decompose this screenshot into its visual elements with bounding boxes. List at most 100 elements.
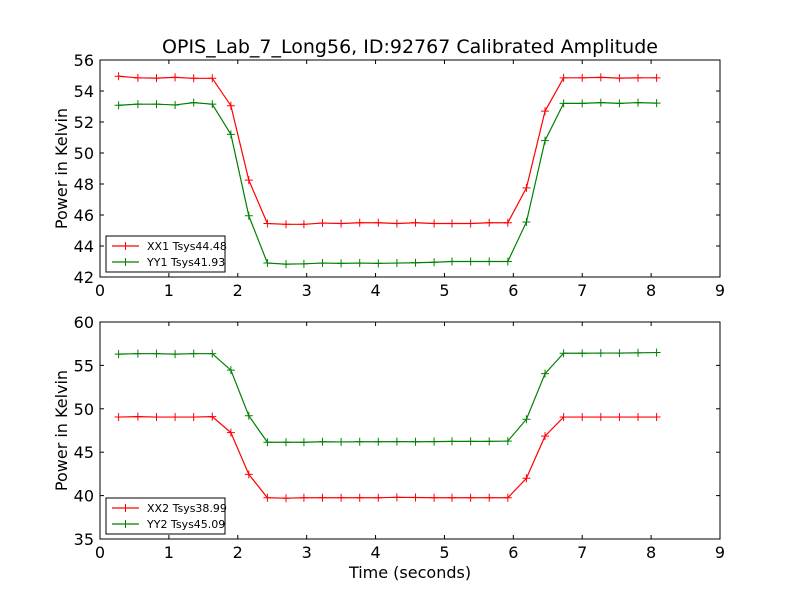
x-tick-label: 1 — [164, 281, 174, 300]
data-point — [171, 413, 180, 422]
data-point — [652, 73, 661, 82]
data-point — [578, 413, 587, 422]
legend-label: YY2 Tsys45.09 — [146, 518, 225, 531]
data-point — [634, 98, 643, 107]
data-point — [374, 493, 383, 502]
data-point — [355, 259, 364, 268]
y-tick-label: 60 — [74, 313, 94, 332]
data-point — [282, 494, 290, 503]
data-point — [337, 219, 346, 228]
data-point — [171, 73, 180, 82]
data-point — [596, 73, 605, 82]
data-point — [503, 257, 512, 266]
y-tick-label: 55 — [74, 356, 94, 375]
x-tick-label: 8 — [646, 281, 656, 300]
x-tick-label: 7 — [577, 281, 587, 300]
x-tick-label: 3 — [302, 281, 312, 300]
data-point — [559, 73, 568, 82]
y-tick-label: 52 — [74, 113, 94, 132]
data-point — [318, 493, 327, 502]
legend-label: XX2 Tsys38.99 — [147, 502, 227, 515]
data-point — [411, 218, 420, 227]
x-axis-label: Time (seconds) — [348, 563, 471, 582]
data-point — [485, 493, 494, 502]
legend-label: XX1 Tsys44.48 — [147, 240, 227, 253]
y-axis-label: Power in Kelvin — [52, 108, 71, 229]
data-point — [189, 98, 198, 107]
data-point — [189, 413, 198, 422]
data-point — [226, 428, 235, 437]
x-tick-label: 1 — [164, 543, 174, 562]
data-point — [615, 99, 624, 108]
data-point — [374, 218, 383, 227]
x-tick-label: 9 — [715, 543, 725, 562]
data-point — [634, 73, 643, 82]
data-point — [503, 493, 512, 502]
data-point — [226, 366, 235, 375]
data-point — [392, 219, 401, 228]
data-point — [652, 99, 661, 108]
data-point — [448, 219, 457, 228]
data-point — [263, 259, 272, 268]
data-point — [392, 437, 401, 446]
data-point — [522, 415, 531, 424]
data-point — [652, 348, 661, 357]
data-point — [133, 349, 142, 358]
data-point — [299, 220, 308, 229]
data-point — [615, 74, 624, 83]
data-point — [448, 437, 457, 446]
data-point — [485, 437, 494, 446]
data-point — [152, 413, 161, 422]
data-point — [596, 349, 605, 358]
data-point — [559, 99, 568, 108]
data-point — [282, 220, 290, 229]
data-point — [559, 413, 568, 422]
x-tick-label: 3 — [302, 543, 312, 562]
data-point — [430, 258, 439, 267]
data-point — [282, 260, 290, 269]
legend-marker — [121, 504, 130, 512]
data-point — [208, 100, 217, 109]
legend-marker — [121, 242, 130, 250]
data-point — [133, 73, 142, 82]
data-point — [318, 259, 327, 268]
data-point — [299, 438, 308, 447]
data-point — [430, 219, 439, 228]
x-tick-label: 2 — [233, 281, 243, 300]
data-point — [244, 176, 253, 185]
legend-marker — [121, 520, 130, 528]
data-point — [318, 437, 327, 446]
data-point — [466, 219, 475, 228]
data-point — [355, 493, 364, 502]
y-tick-label: 46 — [74, 206, 94, 225]
data-point — [282, 438, 290, 447]
y-tick-label: 50 — [74, 400, 94, 419]
x-tick-label: 2 — [233, 543, 243, 562]
data-point — [114, 413, 123, 422]
data-point — [114, 72, 123, 81]
data-point — [318, 219, 327, 228]
data-point — [263, 493, 272, 502]
data-point — [133, 100, 142, 109]
data-point — [189, 349, 198, 358]
data-point — [152, 74, 161, 83]
data-point — [208, 74, 217, 83]
data-point — [133, 412, 142, 421]
x-tick-label: 5 — [439, 543, 449, 562]
x-tick-label: 9 — [715, 281, 725, 300]
data-point — [411, 258, 420, 267]
plot-frame — [99, 59, 721, 278]
data-point — [559, 349, 568, 358]
y-tick-label: 56 — [74, 51, 94, 70]
data-point — [171, 100, 180, 109]
data-point — [411, 437, 420, 446]
data-point — [541, 136, 550, 145]
data-point — [355, 218, 364, 227]
data-point — [485, 218, 494, 227]
x-tick-label: 6 — [508, 543, 518, 562]
data-point — [615, 413, 624, 422]
legend-label: YY1 Tsys41.93 — [146, 256, 225, 269]
data-point — [114, 101, 123, 110]
